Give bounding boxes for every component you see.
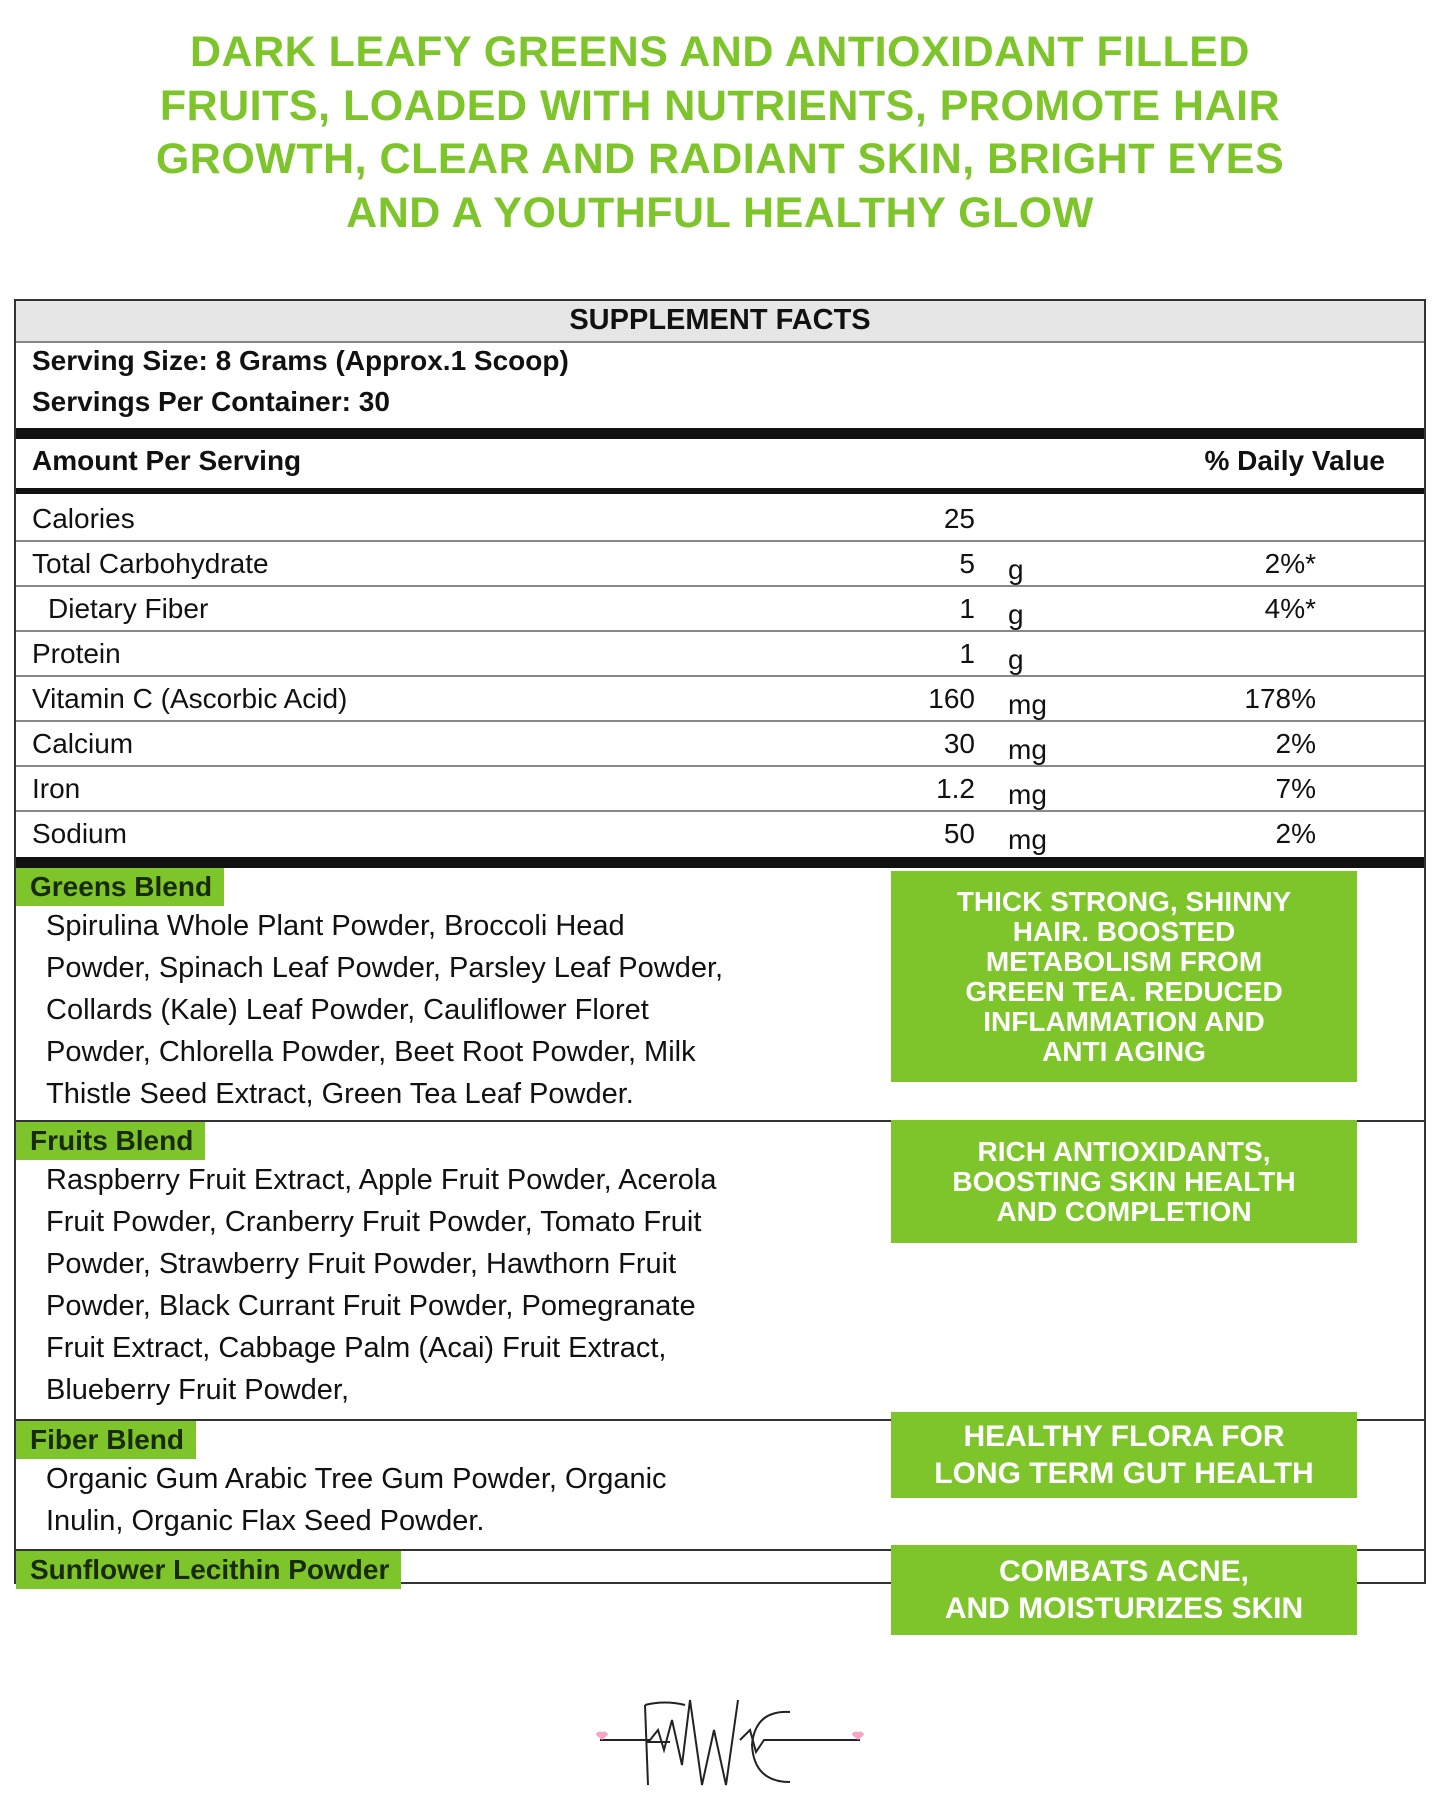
blend-label: Greens Blend (16, 868, 225, 906)
nutrient-name: Protein (32, 638, 121, 669)
callout-line: METABOLISM FROM (985, 945, 1263, 977)
nutrient-unit: g (1008, 644, 1024, 675)
title-band (16, 301, 1424, 341)
blend-ingredients: Blueberry Fruit Powder, (46, 1374, 350, 1406)
rule (16, 810, 1424, 812)
callout: COMBATS ACNE, AND MOISTURIZES SKIN (891, 1545, 1357, 1635)
callout: HEALTHY FLORA FOR LONG TERM GUT HEALTH (891, 1412, 1357, 1498)
blend-ingredients: Powder, Black Currant Fruit Powder, Pome… (46, 1290, 696, 1322)
heading-line: FRUITS, LOADED WITH NUTRIENTS, PROMOTE H… (159, 82, 1281, 130)
rule (16, 1419, 1424, 1421)
blend-ingredients: Powder, Chlorella Powder, Beet Root Powd… (46, 1036, 696, 1068)
rule (16, 720, 1424, 722)
nutrient-amount: 5 (959, 548, 975, 579)
callout-line: LONG TERM GUT HEALTH (934, 1457, 1314, 1490)
callout-line: GREEN TEA. REDUCED (965, 975, 1283, 1007)
rule (16, 675, 1424, 677)
blend-ingredients: Fruit Powder, Cranberry Fruit Powder, To… (46, 1206, 702, 1238)
daily-value: 2% (1275, 818, 1316, 849)
nutrient-unit: g (1008, 599, 1024, 630)
blend-label: Sunflower Lecithin Powder (16, 1551, 402, 1589)
blend-ingredients: Spirulina Whole Plant Powder, Broccoli H… (46, 910, 625, 942)
callout-line: AND COMPLETION (996, 1195, 1252, 1227)
nutrient-unit: g (1008, 554, 1024, 585)
nutrient-unit: mg (1008, 824, 1047, 855)
rule (16, 1120, 1424, 1122)
callout-line: THICK STRONG, SHINNY (956, 885, 1292, 917)
thick-rule (16, 428, 1424, 439)
nutrient-name: Dietary Fiber (48, 593, 209, 624)
heading-line: AND A YOUTHFUL HEALTHY GLOW (346, 189, 1094, 237)
nutrient-unit: mg (1008, 689, 1047, 720)
blend-ingredients: Collards (Kale) Leaf Powder, Cauliflower… (46, 994, 649, 1026)
callout: RICH ANTIOXIDANTS, BOOSTING SKIN HEALTH AN… (891, 1120, 1357, 1243)
thick-rule (16, 488, 1424, 494)
rule (16, 765, 1424, 767)
daily-value: 2%* (1264, 548, 1316, 579)
nutrient-name: Sodium (32, 818, 127, 849)
serving-size: Serving Size: 8 Grams (Approx.1 Scoop) (32, 345, 569, 376)
nutrient-amount: 50 (943, 818, 975, 849)
daily-value: 4%* (1264, 593, 1316, 624)
rule (16, 1549, 1424, 1551)
callout-line: AND MOISTURIZES SKIN (944, 1592, 1304, 1625)
rule (16, 585, 1424, 587)
rule (16, 630, 1424, 632)
blend-ingredients: Powder, Spinach Leaf Powder, Parsley Lea… (46, 952, 724, 984)
blend-ingredients: Powder, Strawberry Fruit Powder, Hawthor… (46, 1248, 677, 1280)
nutrient-unit: mg (1008, 779, 1047, 810)
nutrient-amount: 30 (943, 728, 975, 759)
dv-header: % Daily Value (1204, 445, 1385, 476)
nutrient-amount: 1 (959, 593, 975, 624)
blend-ingredients: Raspberry Fruit Extract, Apple Fruit Pow… (46, 1164, 717, 1196)
callout-line: RICH ANTIOXIDANTS, (977, 1135, 1271, 1167)
blend-ingredients: Organic Gum Arabic Tree Gum Powder, Orga… (46, 1463, 667, 1495)
nutrient-name: Vitamin C (Ascorbic Acid) (32, 683, 348, 714)
facts-table (14, 299, 1426, 1584)
rule (16, 540, 1424, 542)
callout-line: COMBATS ACNE, (999, 1555, 1249, 1588)
daily-value: 178% (1244, 683, 1316, 714)
nutrient-name: Calories (32, 503, 135, 534)
facts-title: SUPPLEMENT FACTS (569, 304, 871, 336)
nutrient-amount: 160 (928, 683, 975, 714)
nutrient-amount: 25 (943, 503, 975, 534)
heading-line: DARK LEAFY GREENS AND ANTIOXIDANT FILLED (190, 28, 1250, 76)
blend-ingredients: Thistle Seed Extract, Green Tea Leaf Pow… (46, 1078, 634, 1110)
blend-label: Fruits Blend (16, 1122, 206, 1160)
callout-line: ANTI AGING (1042, 1035, 1206, 1067)
servings: Servings Per Container: 30 (32, 386, 390, 417)
heading-line: GROWTH, CLEAR AND RADIANT SKIN, BRIGHT E… (155, 135, 1285, 183)
nutrient-name: Calcium (32, 728, 134, 759)
nutrient-name: Iron (32, 773, 81, 804)
thick-rule (16, 857, 1424, 868)
nutrient-amount: 1 (959, 638, 975, 669)
blend-ingredients: Fruit Extract, Cabbage Palm (Acai) Fruit… (46, 1332, 667, 1364)
callout-line: HAIR. BOOSTED (1012, 915, 1236, 947)
daily-value: 2% (1275, 728, 1316, 759)
logo (596, 1699, 864, 1786)
blend-ingredients: Inulin, Organic Flax Seed Powder. (46, 1505, 485, 1537)
amount-header: Amount Per Serving (32, 445, 302, 476)
callout-line: BOOSTING SKIN HEALTH (952, 1165, 1296, 1197)
nutrient-name: Total Carbohydrate (32, 548, 269, 579)
nutrient-unit: mg (1008, 734, 1047, 765)
callout-line: INFLAMMATION AND (983, 1005, 1265, 1037)
callout: THICK STRONG, SHINNY HAIR. BOOSTED METABOL… (891, 871, 1357, 1082)
rule (16, 341, 1424, 343)
daily-value: 7% (1275, 773, 1316, 804)
callout-line: HEALTHY FLORA FOR (963, 1420, 1285, 1453)
blend-label: Fiber Blend (16, 1421, 197, 1459)
nutrient-amount: 1.2 (936, 773, 975, 804)
